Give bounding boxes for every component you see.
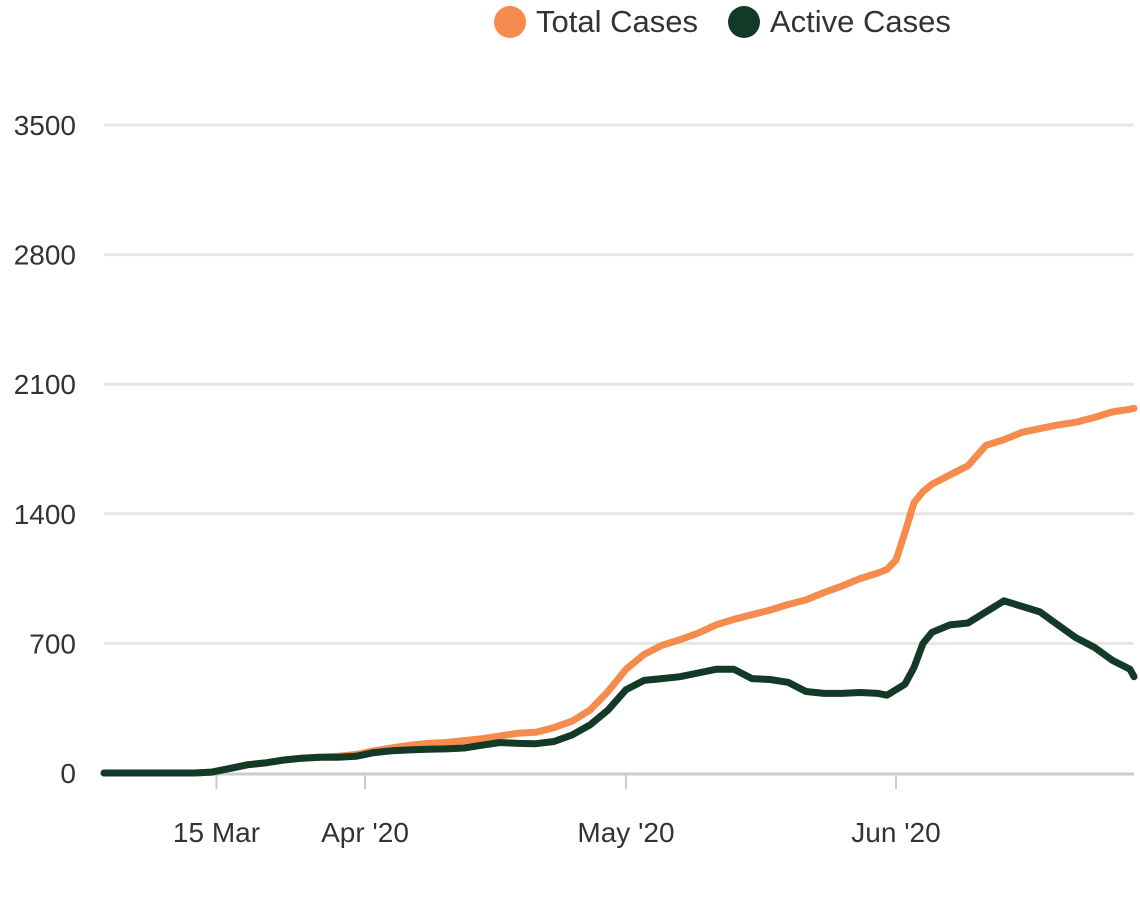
legend-item-active-cases[interactable]: Active Cases: [727, 4, 951, 40]
legend-marker-total-cases: [494, 6, 526, 38]
x-tick-label: May '20: [577, 817, 674, 848]
y-tick-label: 2100: [14, 369, 76, 400]
series-line-active-cases[interactable]: [100, 597, 1138, 777]
series-lines: [100, 404, 1138, 777]
x-tick-label: Apr '20: [321, 817, 409, 848]
x-tick-label: Jun '20: [851, 817, 940, 848]
y-tick-label: 700: [29, 628, 76, 659]
chart-legend: Total Cases Active Cases: [494, 4, 951, 40]
y-tick-label: 2800: [14, 240, 76, 271]
series-line-total-cases[interactable]: [100, 404, 1138, 777]
x-tick-label: 15 Mar: [173, 817, 260, 848]
legend-item-total-cases[interactable]: Total Cases: [494, 4, 698, 40]
legend-marker-active-cases: [727, 6, 760, 38]
y-axis-labels: 0 700 1400 2100 2800 3500: [14, 110, 76, 789]
legend-label-total-cases: Total Cases: [536, 4, 698, 39]
y-tick-label: 1400: [14, 499, 76, 530]
y-tick-label: 0: [60, 758, 76, 789]
legend-label-active-cases: Active Cases: [769, 4, 951, 39]
grid-lines: [104, 123, 1134, 645]
y-tick-label: 3500: [14, 110, 76, 141]
x-axis: 15 Mar Apr '20 May '20 Jun '20: [104, 772, 1134, 848]
